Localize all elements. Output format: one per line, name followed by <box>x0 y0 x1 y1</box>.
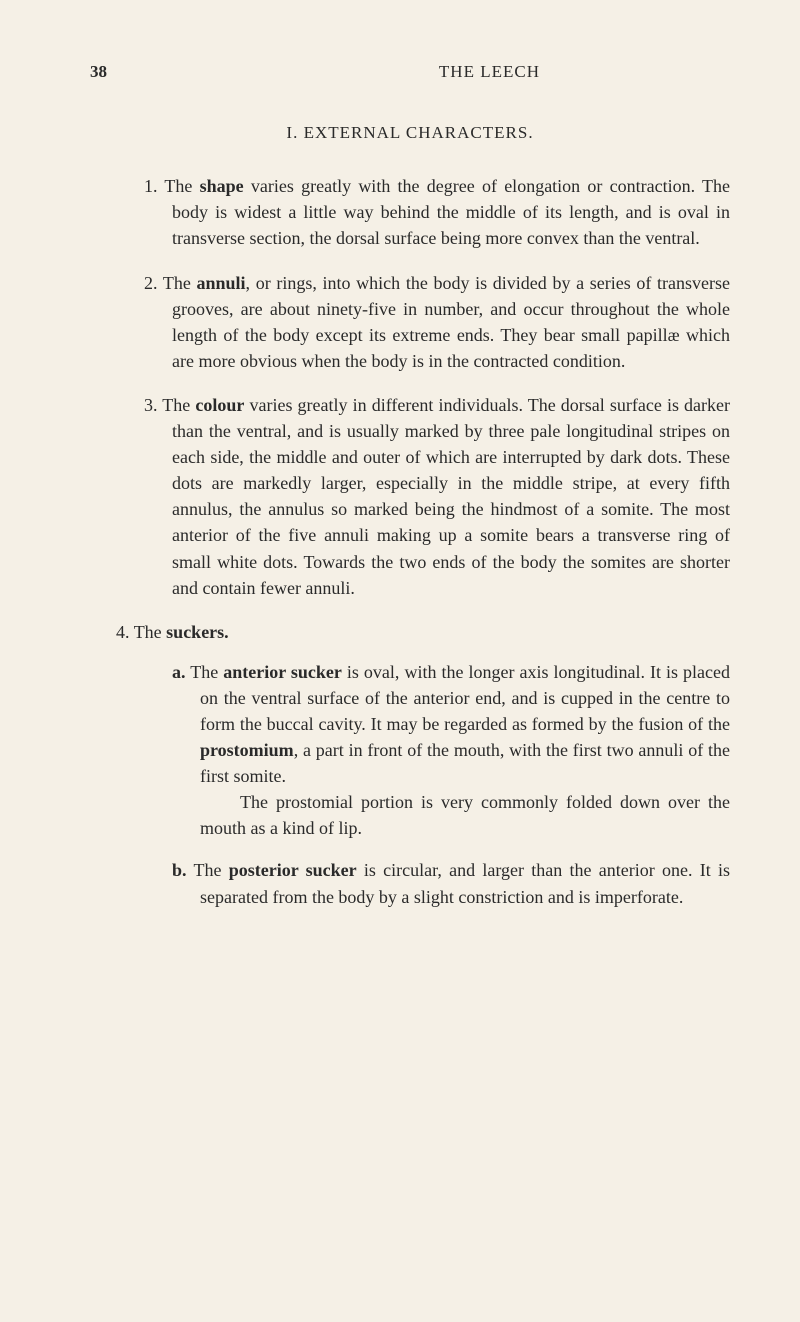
entry-2: 2. The annuli, or rings, into which the … <box>90 270 730 374</box>
sub-bold2: prostomium <box>200 740 294 760</box>
sub-a-para2: The prostomial portion is very commonly … <box>90 789 730 841</box>
entry-text: varies greatly with the degree of elonga… <box>172 176 730 248</box>
section-heading: I. EXTERNAL CHARACTERS. <box>90 121 730 146</box>
sub-label: a. <box>172 662 186 682</box>
entry-lead: The <box>164 176 199 196</box>
entry-bold: colour <box>195 395 244 415</box>
sub-lead: The <box>193 860 228 880</box>
entry-1: 1. The shape varies greatly with the deg… <box>90 173 730 251</box>
entry-3: 3. The colour varies greatly in differen… <box>90 392 730 601</box>
entry-num: 4. <box>116 622 130 642</box>
sub-entry-a: a. The anterior sucker is oval, with the… <box>90 659 730 842</box>
sub-bold: anterior sucker <box>223 662 342 682</box>
entry-bold: suckers. <box>166 622 229 642</box>
entry-bold: annuli <box>197 273 246 293</box>
sub-lead: The <box>190 662 223 682</box>
entry-lead: The <box>163 273 197 293</box>
entry-lead: The <box>162 395 195 415</box>
entry-lead: The <box>134 622 166 642</box>
page-number: 38 <box>90 60 107 85</box>
sub-bold: posterior sucker <box>229 860 357 880</box>
entry-num: 2. <box>144 273 158 293</box>
entry-bold: shape <box>200 176 244 196</box>
entry-text: , or rings, into which the body is divid… <box>172 273 730 371</box>
page-header: 38 THE LEECH <box>90 60 730 85</box>
entry-4-heading: 4. The suckers. <box>90 619 730 645</box>
running-title: THE LEECH <box>439 60 540 85</box>
sub-label: b. <box>172 860 187 880</box>
entry-num: 1. <box>144 176 158 196</box>
entry-text: varies greatly in different individuals.… <box>172 395 730 598</box>
entry-num: 3. <box>144 395 158 415</box>
sub-entry-b: b. The posterior sucker is circular, and… <box>90 857 730 909</box>
